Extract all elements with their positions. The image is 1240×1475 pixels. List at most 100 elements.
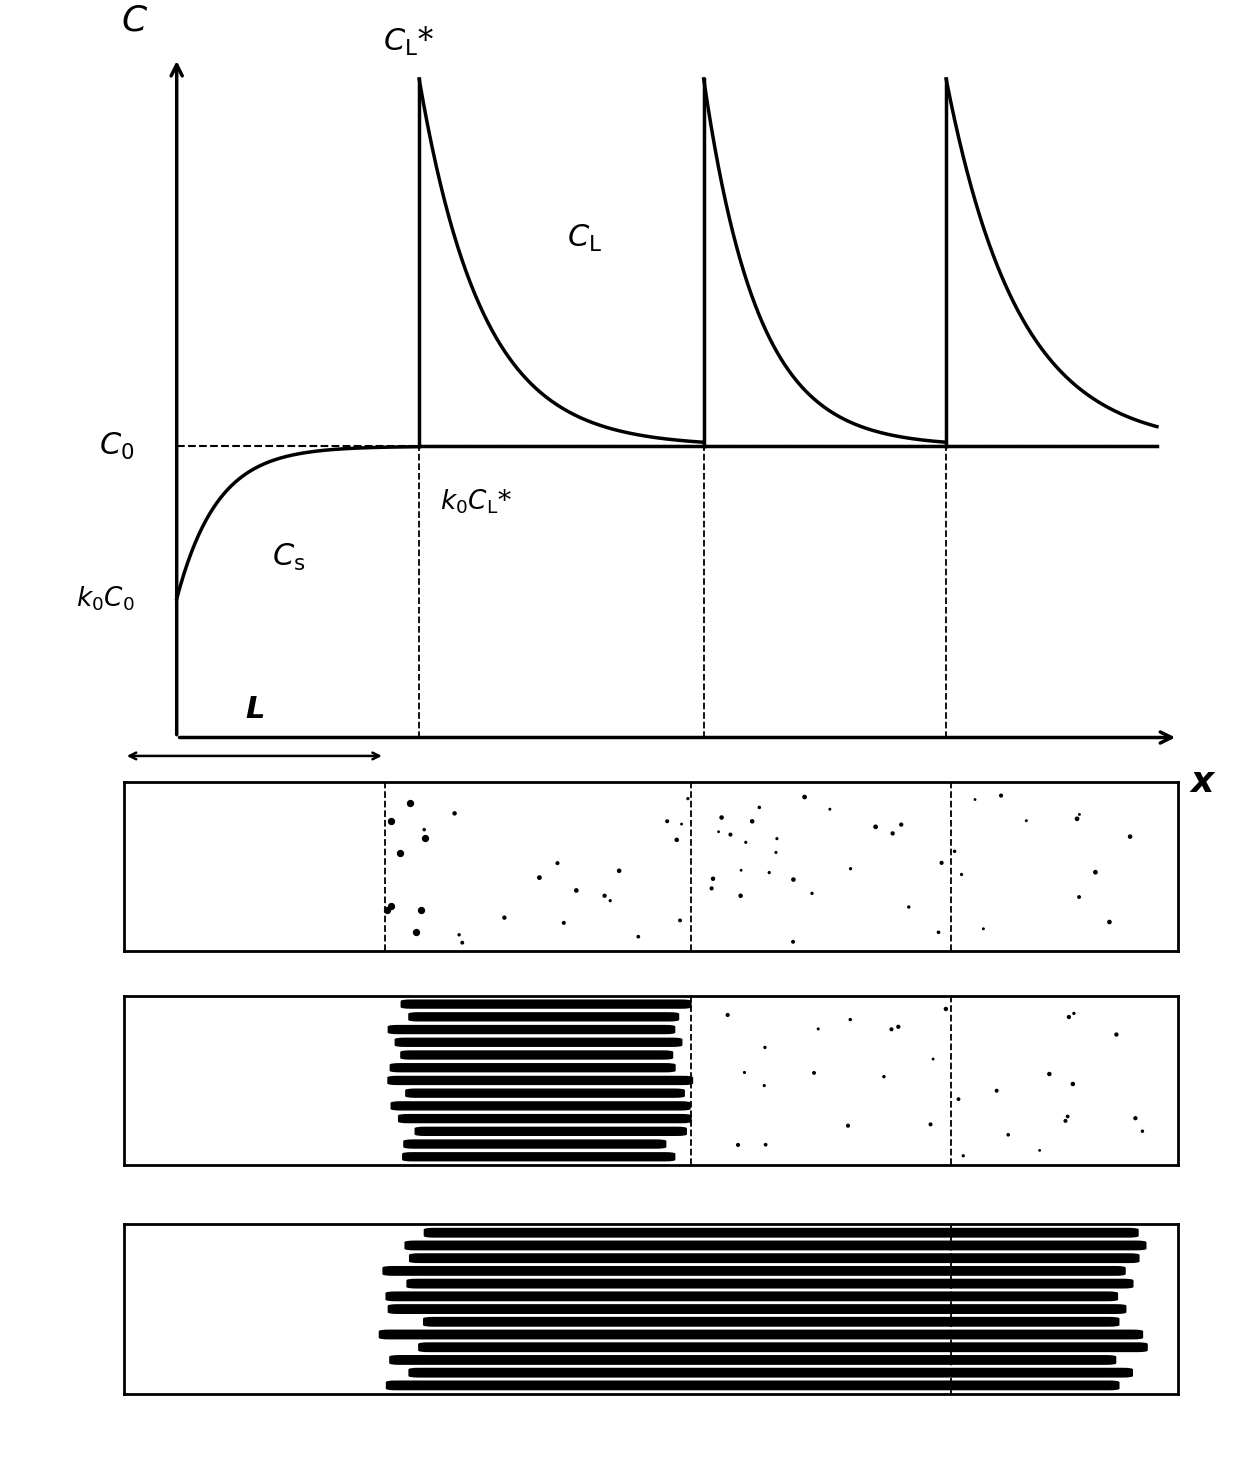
Point [866, 816, 885, 839]
Point [929, 920, 949, 944]
Point [973, 917, 993, 941]
FancyBboxPatch shape [389, 1356, 1116, 1364]
Point [414, 817, 434, 841]
Point [784, 867, 804, 891]
FancyBboxPatch shape [382, 1266, 1126, 1276]
Point [759, 861, 779, 885]
Text: $\boldsymbol{x}$: $\boldsymbol{x}$ [1188, 766, 1216, 799]
Point [730, 884, 750, 907]
FancyBboxPatch shape [407, 1279, 1133, 1289]
Point [708, 820, 728, 844]
FancyBboxPatch shape [391, 1102, 691, 1111]
Point [820, 798, 839, 822]
Point [1058, 1105, 1078, 1128]
Point [735, 830, 755, 854]
Point [784, 931, 804, 954]
Text: $C_\mathrm{L}$*: $C_\mathrm{L}$* [383, 25, 434, 58]
Point [415, 826, 435, 850]
Point [949, 1087, 968, 1111]
FancyBboxPatch shape [394, 1037, 682, 1047]
Point [768, 827, 787, 851]
Point [1100, 910, 1120, 934]
FancyBboxPatch shape [386, 1292, 1118, 1301]
Point [804, 1061, 823, 1084]
Point [766, 841, 786, 864]
Point [670, 909, 689, 932]
Point [998, 1122, 1018, 1146]
Point [795, 785, 815, 808]
Point [1085, 860, 1105, 884]
Point [945, 839, 965, 863]
Point [743, 810, 763, 833]
Point [755, 1035, 775, 1059]
Point [1126, 1106, 1146, 1130]
Point [554, 912, 574, 935]
FancyBboxPatch shape [388, 1025, 676, 1034]
Point [1055, 1109, 1075, 1133]
Point [965, 788, 985, 811]
Point [841, 857, 861, 881]
Point [1039, 1062, 1059, 1086]
Point [754, 1074, 774, 1097]
Point [888, 1015, 908, 1038]
Point [951, 863, 971, 886]
Point [899, 895, 919, 919]
Point [702, 876, 722, 900]
Point [991, 783, 1011, 807]
FancyBboxPatch shape [402, 1152, 676, 1161]
FancyBboxPatch shape [424, 1227, 1138, 1238]
Point [732, 858, 751, 882]
Point [377, 898, 397, 922]
Point [401, 791, 420, 814]
Text: $C$: $C$ [122, 3, 148, 37]
Point [391, 841, 410, 864]
Point [1068, 807, 1087, 830]
Text: $k_0C_\mathrm{L}$*: $k_0C_\mathrm{L}$* [440, 488, 512, 516]
Point [1106, 1022, 1126, 1046]
Point [802, 882, 822, 906]
FancyBboxPatch shape [423, 1317, 1120, 1326]
Point [445, 801, 465, 825]
Point [703, 867, 723, 891]
Point [1017, 808, 1037, 832]
Point [712, 805, 732, 829]
FancyBboxPatch shape [387, 1075, 693, 1086]
Point [678, 786, 698, 810]
FancyBboxPatch shape [403, 1139, 666, 1149]
Point [924, 1047, 944, 1071]
FancyBboxPatch shape [405, 1089, 684, 1097]
Point [883, 822, 903, 845]
Point [1064, 1002, 1084, 1025]
Point [920, 1112, 940, 1136]
Point [600, 889, 620, 913]
Point [672, 813, 692, 836]
Point [412, 898, 432, 922]
Point [841, 1007, 861, 1031]
Point [718, 1003, 738, 1027]
Point [874, 1065, 894, 1089]
Point [728, 1133, 748, 1156]
FancyBboxPatch shape [401, 1000, 692, 1009]
Text: $\boldsymbol{L}$: $\boldsymbol{L}$ [244, 693, 264, 724]
Point [567, 879, 587, 903]
Point [1069, 885, 1089, 909]
Point [954, 1145, 973, 1168]
Point [987, 1078, 1007, 1102]
Point [667, 827, 687, 851]
Point [1132, 1120, 1152, 1143]
FancyBboxPatch shape [408, 1012, 680, 1022]
FancyBboxPatch shape [386, 1381, 1120, 1391]
Text: $C_0$: $C_0$ [99, 431, 134, 462]
FancyBboxPatch shape [389, 1063, 676, 1072]
Point [734, 1061, 754, 1084]
Point [931, 851, 951, 875]
Point [882, 1018, 901, 1041]
FancyBboxPatch shape [401, 1050, 673, 1059]
Point [495, 906, 515, 929]
FancyBboxPatch shape [418, 1342, 1148, 1353]
Point [749, 795, 769, 819]
Point [609, 858, 629, 882]
FancyBboxPatch shape [409, 1254, 1140, 1263]
Point [936, 997, 956, 1021]
Text: $C_\mathrm{L}$: $C_\mathrm{L}$ [567, 223, 601, 254]
